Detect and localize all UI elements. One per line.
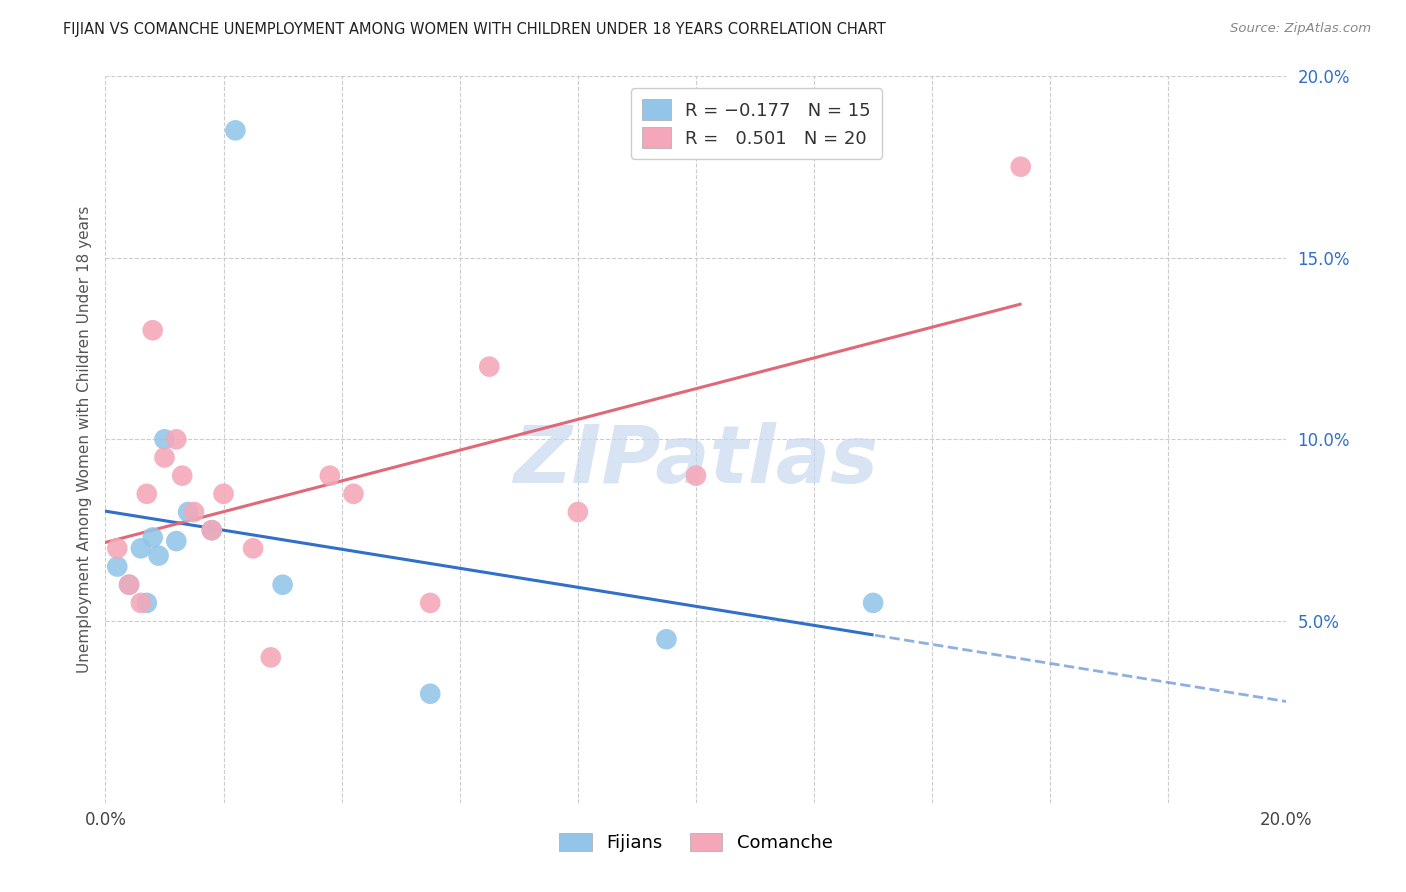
Point xyxy=(142,323,165,337)
Legend: Fijians, Comanche: Fijians, Comanche xyxy=(553,825,839,859)
Point xyxy=(419,687,441,701)
Point xyxy=(212,487,235,501)
Point xyxy=(260,650,283,665)
Point xyxy=(135,596,157,610)
Point xyxy=(172,468,194,483)
Point xyxy=(165,432,187,446)
Point xyxy=(177,505,200,519)
Point xyxy=(105,559,128,574)
Point xyxy=(685,468,707,483)
Point xyxy=(105,541,128,556)
Point xyxy=(342,487,364,501)
Point xyxy=(201,523,224,537)
Point xyxy=(142,531,165,545)
Point xyxy=(165,534,187,549)
Text: FIJIAN VS COMANCHE UNEMPLOYMENT AMONG WOMEN WITH CHILDREN UNDER 18 YEARS CORRELA: FIJIAN VS COMANCHE UNEMPLOYMENT AMONG WO… xyxy=(63,22,886,37)
Point xyxy=(319,468,342,483)
Text: Source: ZipAtlas.com: Source: ZipAtlas.com xyxy=(1230,22,1371,36)
Point xyxy=(183,505,205,519)
Point xyxy=(419,596,441,610)
Point xyxy=(567,505,589,519)
Point xyxy=(118,578,141,592)
Point xyxy=(153,450,176,465)
Point xyxy=(862,596,884,610)
Point xyxy=(1010,160,1032,174)
Point xyxy=(478,359,501,374)
Point xyxy=(135,487,157,501)
Point xyxy=(201,523,224,537)
Point xyxy=(129,596,152,610)
Text: ZIPatlas: ZIPatlas xyxy=(513,422,879,500)
Point xyxy=(242,541,264,556)
Point xyxy=(148,549,170,563)
Point xyxy=(153,432,176,446)
Point xyxy=(224,123,246,137)
Point xyxy=(655,632,678,647)
Point xyxy=(118,578,141,592)
Point xyxy=(271,578,294,592)
Point xyxy=(129,541,152,556)
Y-axis label: Unemployment Among Women with Children Under 18 years: Unemployment Among Women with Children U… xyxy=(76,206,91,673)
